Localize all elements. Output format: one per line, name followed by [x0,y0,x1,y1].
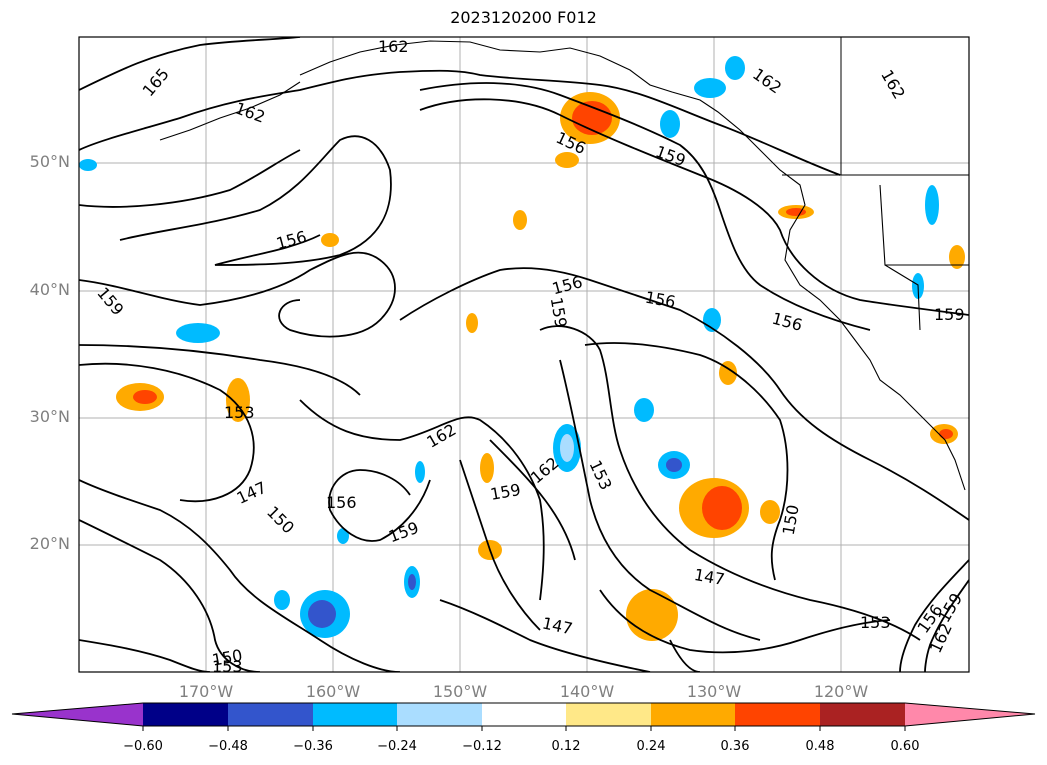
colorbar-segment [735,703,820,726]
shade-blob [634,398,654,422]
shade-blob [925,185,939,225]
colorbar [11,702,1036,731]
colorbar-tick-label: −0.60 [123,739,163,754]
colorbar-tick-label: 0.60 [890,739,920,754]
lon-label: 120°W [813,682,869,701]
colorbar-tick-label: 0.24 [636,739,666,754]
shade-blob [555,152,579,168]
lat-label: 50°N [29,152,70,171]
colorbar-tick-label: 0.36 [720,739,750,754]
contour-label: 159 [934,305,965,324]
map-background [79,37,969,672]
colorbar-tick-label: −0.48 [208,739,248,754]
colorbar-tick-label: −0.12 [462,739,502,754]
shade-blob [466,313,478,333]
contour-label: 162 [378,37,409,56]
lon-label: 130°W [686,682,742,701]
shade-blob [949,245,965,269]
shade-blob [176,323,220,343]
shade-blob [226,378,250,422]
shade-blob [694,78,726,98]
shade-blob [480,453,494,483]
colorbar-segment [651,703,735,726]
colorbar-segment [228,703,313,726]
contour-label: 156 [326,493,357,512]
shade-blob [274,590,290,610]
colorbar-segment [313,703,397,726]
shade-blob [719,361,737,385]
lat-label: 30°N [29,407,70,426]
shade-blob [415,461,425,483]
colorbar-segment [820,703,905,726]
shade-blob [337,528,349,544]
shade-blob [666,458,682,472]
shade-blob [626,589,678,641]
shaded-anomalies-negative [79,56,939,638]
lon-label: 160°W [305,682,361,701]
lat-label: 40°N [29,280,70,299]
contour-label: 153 [212,657,243,676]
shade-blob [786,208,806,216]
shade-blob [702,486,742,530]
shade-blob [725,56,745,80]
colorbar-segment [905,703,1035,726]
shade-blob [408,574,416,590]
shade-blob [760,500,780,524]
colorbar-tick-label: −0.24 [377,739,417,754]
lat-label: 20°N [29,534,70,553]
shade-blob [572,101,612,135]
shade-blob [660,110,680,138]
contour-lines [79,37,969,672]
shade-blob [133,390,157,404]
colorbar-segment [482,703,566,726]
contour-label: 153 [224,403,255,422]
gridlines [79,37,969,672]
lon-label: 170°W [178,682,234,701]
colorbar-segment [12,703,143,726]
shade-blob [939,429,953,439]
colorbar-tick-label: 0.48 [805,739,835,754]
map-title: 2023120200 F012 [450,8,597,27]
lon-label: 140°W [559,682,615,701]
lon-label: 150°W [432,682,488,701]
colorbar-segment [566,703,651,726]
colorbar-tick-label: −0.36 [293,739,333,754]
colorbar-tick-label: 0.12 [551,739,581,754]
shade-blob [79,159,97,171]
shade-blob [560,434,574,462]
shade-blob [308,600,336,628]
map-frame [78,36,970,673]
colorbar-segment [143,703,228,726]
colorbar-segment [397,703,482,726]
shade-blob [321,233,339,247]
contour-label: 153 [860,613,891,632]
shade-blob [513,210,527,230]
